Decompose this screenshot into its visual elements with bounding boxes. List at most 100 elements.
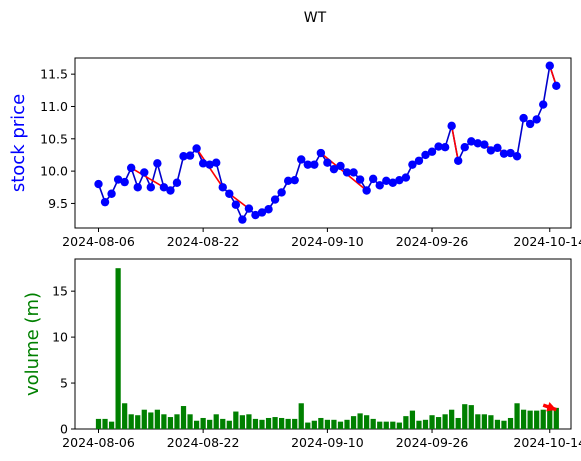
price-point [414, 156, 424, 165]
price-point [264, 205, 273, 214]
price-point [323, 158, 332, 167]
volume-bar [305, 422, 311, 429]
price-panel: 9.5 10.0 10.5 11.0 11.5 2024-08-06 2024-08-22… [8, 57, 581, 249]
volume-bar [187, 414, 193, 429]
volume-bar [311, 420, 317, 429]
price-point [349, 168, 358, 177]
price-y-tick-label: 11.0 [40, 99, 68, 114]
price-point [355, 175, 365, 184]
volume-bar [409, 410, 416, 429]
price-point [192, 144, 201, 153]
price-point [539, 100, 548, 109]
volume-bar [115, 268, 121, 429]
price-x-tick-label: 2024-09-26 [396, 234, 469, 249]
volume-bar [200, 417, 206, 429]
price-point [440, 143, 450, 152]
price-point [454, 156, 463, 165]
volume-bar [350, 416, 357, 429]
volume-bar [331, 419, 337, 429]
price-point [480, 140, 489, 149]
price-y-axis-label: stock price [8, 94, 29, 192]
volume-bar [540, 409, 546, 429]
volume-bar [154, 409, 160, 429]
price-point [493, 143, 502, 153]
price-point [251, 210, 260, 220]
price-point [512, 152, 522, 161]
price-point [552, 81, 561, 90]
price-point [218, 183, 227, 192]
price-point [460, 143, 469, 152]
price-y-tick-label: 11.5 [40, 67, 68, 82]
price-y-tick-label: 9.5 [48, 196, 68, 211]
volume-bar [422, 419, 429, 429]
volume-bar [272, 417, 278, 429]
volume-bar [122, 403, 128, 429]
price-trend-segment [450, 125, 459, 161]
price-point [375, 181, 384, 190]
volume-bar [337, 421, 344, 429]
price-point [388, 178, 397, 187]
volume-bar [475, 414, 481, 429]
price-y-tick-label: 10.0 [40, 164, 68, 179]
price-point [140, 168, 149, 177]
volume-bars [95, 268, 559, 429]
price-point [270, 195, 280, 204]
volume-bar [128, 414, 134, 429]
volume-bar [193, 420, 200, 429]
price-point [107, 189, 116, 198]
price-point [225, 189, 234, 198]
volume-bar [279, 417, 285, 429]
price-point [133, 183, 142, 192]
volume-bar [507, 417, 514, 429]
volume-bar [167, 417, 174, 429]
volume-arrow-head [546, 402, 557, 412]
volume-axes-frame [74, 258, 572, 430]
volume-bar [468, 405, 474, 429]
volume-bar [95, 418, 102, 429]
volume-bar [416, 420, 422, 429]
volume-bar [429, 415, 435, 429]
volume-y-tick-label: 10 [52, 330, 68, 345]
volume-y-axis-label: volume (m) [22, 292, 43, 396]
volume-x-tick-label: 2024-10-14 [513, 435, 581, 450]
price-point [244, 204, 254, 213]
price-y-tick-label: 10.5 [40, 131, 68, 146]
price-point [336, 161, 345, 171]
price-point [100, 197, 110, 207]
price-point [395, 175, 404, 185]
price-point [434, 142, 443, 151]
price-point [113, 175, 123, 184]
volume-bar [455, 417, 461, 429]
price-trend-segment [130, 167, 165, 188]
price-point [316, 148, 326, 158]
volume-bar [370, 418, 376, 429]
volume-bar [364, 415, 370, 429]
price-point [185, 151, 195, 160]
price-point [329, 164, 339, 174]
price-point [447, 121, 456, 131]
volume-bar [285, 418, 291, 429]
price-point [519, 113, 528, 123]
price-point [283, 176, 293, 186]
volume-bar [161, 414, 167, 429]
volume-bar [377, 421, 383, 429]
price-x-ticks: 2024-08-06 2024-08-22 2024-09-10 2024-09-26… [62, 228, 581, 249]
volume-bar [481, 414, 487, 429]
price-point [532, 115, 541, 124]
volume-bar [252, 418, 259, 429]
volume-bar [396, 422, 402, 429]
price-point [473, 139, 483, 148]
price-point [238, 215, 247, 224]
volume-bar [148, 412, 154, 429]
volume-x-tick-label: 2024-08-06 [62, 435, 135, 450]
price-point [303, 160, 312, 169]
price-point [146, 183, 156, 192]
volume-bar [462, 404, 468, 429]
volume-y-tick-label: 15 [52, 284, 68, 299]
volume-bar [318, 417, 324, 429]
price-x-tick-label: 2024-09-10 [291, 234, 364, 249]
price-point [486, 146, 496, 155]
volume-bar [233, 411, 239, 429]
price-point [127, 163, 136, 173]
volume-bar [357, 413, 363, 429]
